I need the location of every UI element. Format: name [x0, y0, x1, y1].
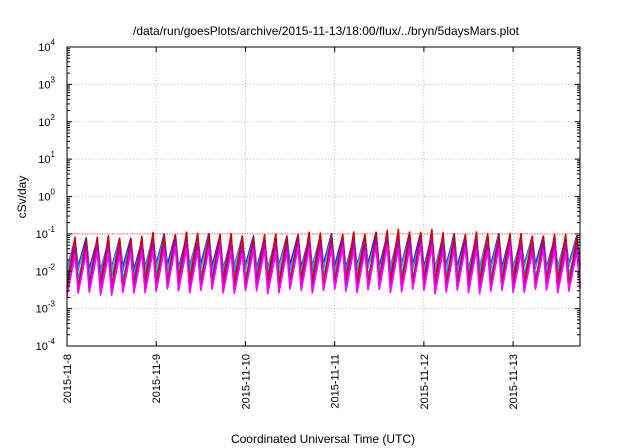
y-tick-label: 104	[38, 38, 55, 54]
plot-frame	[66, 46, 581, 347]
y-ticks: 10-4 10-3 10-2 10-1 100 101 102 103 104	[36, 38, 580, 353]
y-tick-label: 100	[38, 188, 55, 204]
series-group	[66, 228, 581, 297]
y-axis-label: cSv/day	[15, 176, 29, 219]
x-tick-label: 2015-11-9	[151, 354, 163, 403]
y-tick-label: 10-4	[36, 337, 56, 353]
x-tick-label: 2015-11-11	[330, 354, 342, 409]
x-axis-label: Coordinated Universal Time (UTC)	[231, 432, 415, 446]
series-line	[66, 244, 581, 297]
x-tick-label: 2015-11-13	[508, 354, 520, 409]
y-tick-label: 103	[38, 75, 55, 91]
y-tick-label: 102	[38, 113, 55, 129]
y-tick-label: 101	[38, 150, 55, 166]
x-tick-label: 2015-11-8	[62, 354, 74, 403]
y-tick-label: 10-3	[36, 300, 56, 316]
chart-title: /data/run/goesPlots/archive/2015-11-13/1…	[133, 24, 520, 38]
x-tick-label: 2015-11-12	[419, 354, 431, 409]
y-tick-label: 10-2	[36, 262, 56, 278]
x-ticks: 2015-11-8 2015-11-9 2015-11-10 2015-11-11 20…	[62, 47, 520, 409]
y-tick-label: 10-1	[36, 225, 56, 241]
grid	[67, 47, 580, 346]
x-tick-label: 2015-11-10	[240, 354, 252, 409]
